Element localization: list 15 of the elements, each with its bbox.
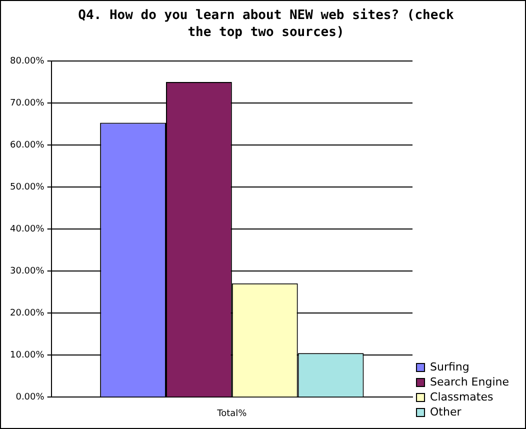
y-tick-label: 30.00% xyxy=(10,266,45,276)
x-tick-label: Total% xyxy=(216,408,248,419)
y-tick-label: 40.00% xyxy=(10,224,45,234)
legend-label: Classmates xyxy=(430,390,494,404)
y-tick-label: 20.00% xyxy=(10,308,45,318)
legend-label: Surfing xyxy=(430,360,470,374)
y-tick-label: 70.00% xyxy=(10,98,45,108)
y-tick-label: 50.00% xyxy=(10,182,45,192)
legend-label: Search Engine xyxy=(430,375,510,388)
y-tick-label: 60.00% xyxy=(10,140,45,150)
y-tick-label: 0.00% xyxy=(16,392,45,403)
y-tick-label: 10.00% xyxy=(10,350,45,361)
y-tick-label: 80.00% xyxy=(10,56,45,66)
chart-title: Q4. How do you learn about NEW web sites? (check the top two sources) xyxy=(77,7,455,41)
legend-label: Other xyxy=(430,405,462,418)
